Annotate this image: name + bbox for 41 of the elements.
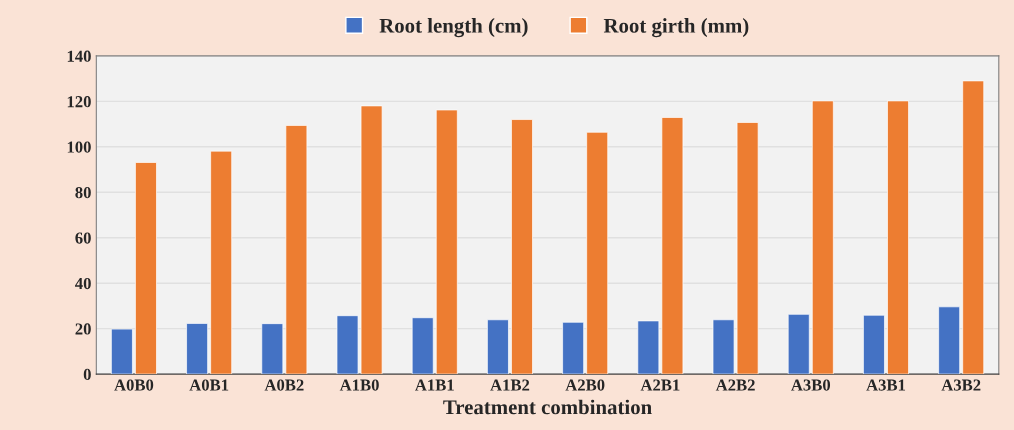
bar bbox=[210, 150, 233, 375]
bar bbox=[787, 313, 810, 375]
x-tick-label: A2B2 bbox=[715, 379, 755, 391]
x-tick-label: A3B2 bbox=[941, 379, 981, 391]
bar bbox=[562, 321, 585, 375]
bar bbox=[938, 306, 961, 375]
y-tick-label: 140 bbox=[67, 50, 91, 62]
x-tick-label: A0B1 bbox=[189, 379, 229, 391]
bar bbox=[135, 162, 157, 375]
bar bbox=[111, 328, 133, 375]
bar bbox=[811, 100, 834, 375]
y-tick-label: 120 bbox=[67, 96, 91, 108]
x-tick-label: A1B1 bbox=[415, 379, 454, 391]
bar bbox=[962, 80, 985, 375]
x-tick-label: A1B2 bbox=[490, 379, 530, 391]
legend-label: Root length (cm) bbox=[379, 18, 528, 38]
y-tick-label: 20 bbox=[75, 323, 91, 335]
y-tick-label: 80 bbox=[75, 186, 91, 199]
bar bbox=[511, 119, 533, 375]
bar bbox=[863, 314, 885, 375]
bar bbox=[186, 323, 208, 375]
x-tick-label: A2B0 bbox=[565, 379, 605, 391]
bar bbox=[887, 100, 909, 375]
y-tick-label: 60 bbox=[75, 232, 91, 244]
x-tick-label: A0B0 bbox=[114, 379, 154, 391]
x-tick-label: A3B0 bbox=[791, 379, 831, 391]
bar bbox=[261, 323, 284, 375]
bar bbox=[411, 317, 434, 375]
y-tick-label: 40 bbox=[75, 277, 91, 290]
bar bbox=[435, 109, 458, 375]
legend-label: Root girth (mm) bbox=[603, 18, 749, 38]
y-tick-label: 100 bbox=[67, 141, 91, 153]
x-tick-label: A2B1 bbox=[640, 379, 680, 391]
x-axis-title: Treatment combination bbox=[443, 399, 652, 415]
x-tick-label: A0B2 bbox=[264, 379, 304, 391]
bar bbox=[487, 319, 509, 375]
bar bbox=[285, 125, 308, 375]
y-tick-label: 0 bbox=[83, 368, 91, 381]
x-tick-label: A1B0 bbox=[339, 379, 379, 391]
bar bbox=[586, 131, 609, 375]
x-tick-label: A3B1 bbox=[866, 379, 906, 391]
